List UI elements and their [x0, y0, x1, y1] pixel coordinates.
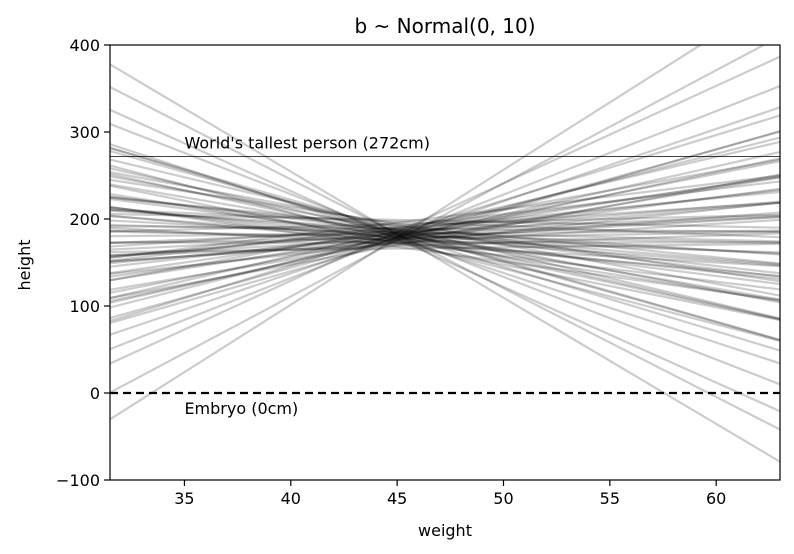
reference-label-1: Embryo (0cm)	[184, 399, 298, 418]
prior-line-11	[110, 205, 780, 302]
prior-line-59	[110, 55, 780, 365]
prior-line-32	[110, 214, 780, 245]
prior-line-54	[110, 106, 780, 336]
x-tick-label-4: 55	[600, 489, 620, 508]
prior-line-66	[110, 212, 780, 229]
y-tick-label-3: 200	[69, 210, 100, 229]
prior-line-19	[110, 209, 780, 256]
x-tick-label-0: 35	[174, 489, 194, 508]
prior-line-0	[110, 143, 780, 365]
prior-lines	[110, 45, 780, 463]
prior-line-50	[110, 140, 780, 300]
plot-frame	[109, 44, 781, 481]
x-tick-label-1: 40	[281, 489, 301, 508]
prior-line-22	[110, 208, 780, 239]
prior-line-69	[110, 147, 780, 341]
prior-line-72	[110, 150, 780, 304]
prior-line-40	[110, 201, 780, 275]
prior-line-48	[110, 160, 780, 294]
prior-line-52	[110, 130, 780, 320]
prior-line-9	[110, 192, 780, 303]
prior-line-20	[110, 226, 780, 268]
prior-line-15	[110, 196, 780, 265]
plot-background	[110, 45, 780, 480]
prior-line-36	[110, 211, 780, 263]
prior-line-74	[110, 218, 780, 263]
prior-line-71	[110, 167, 780, 321]
y-tick-label-2: 100	[69, 297, 100, 316]
prior-line-57	[110, 85, 780, 431]
prior-line-16	[110, 214, 780, 278]
y-axis-label: height	[15, 240, 34, 291]
prior-line-37	[110, 200, 780, 258]
prior-line-24	[110, 223, 780, 243]
prior-line-13	[110, 196, 780, 278]
prior-line-42	[110, 174, 780, 259]
prior-line-34	[110, 215, 780, 257]
prior-line-70	[110, 130, 780, 325]
prior-line-14	[110, 206, 780, 280]
prior-line-62	[110, 45, 703, 421]
prior-line-26	[110, 225, 780, 233]
prior-line-44	[110, 176, 780, 275]
prior-line-55	[110, 122, 780, 386]
prior-line-67	[110, 173, 780, 300]
prior-line-8	[110, 183, 780, 301]
prior-line-28	[110, 229, 780, 238]
prior-line-6	[110, 184, 780, 322]
prior-line-73	[110, 195, 780, 275]
prior-line-29	[110, 230, 780, 244]
x-tick-label-5: 60	[706, 489, 726, 508]
x-tick-label-3: 50	[493, 489, 513, 508]
prior-line-25	[110, 230, 780, 244]
prior-line-4	[110, 158, 780, 320]
prior-line-47	[110, 158, 780, 282]
x-axis: 35 40 45 50 55 60	[174, 480, 726, 508]
y-axis: −100 0 100 200 300 400	[56, 36, 110, 490]
chart-title: b ~ Normal(0, 10)	[354, 14, 535, 38]
prior-line-45	[110, 174, 780, 282]
y-tick-label-4: 300	[69, 123, 100, 142]
prior-line-51	[110, 136, 780, 309]
prior-line-31	[110, 232, 780, 257]
prior-line-35	[110, 201, 780, 248]
prior-line-33	[110, 215, 780, 251]
prior-line-38	[110, 201, 780, 265]
annotations: World's tallest person (272cm) Embryo (0c…	[184, 133, 430, 418]
prior-line-3	[110, 164, 780, 343]
prior-line-56	[110, 108, 780, 413]
prior-line-41	[110, 188, 780, 268]
prior-line-58	[110, 85, 780, 351]
prior-line-5	[110, 173, 780, 321]
prior-line-64	[110, 180, 780, 262]
prior-line-39	[110, 190, 780, 259]
prior-line-7	[110, 175, 780, 304]
prior-line-12	[110, 198, 780, 286]
prior-line-68	[110, 171, 780, 297]
prior-line-53	[110, 114, 780, 323]
prior-line-1	[110, 146, 780, 352]
prior-line-43	[110, 187, 780, 278]
prior-line-18	[110, 215, 780, 267]
prior-line-49	[110, 157, 780, 303]
reference-label-0: World's tallest person (272cm)	[184, 133, 430, 152]
prior-line-63	[110, 206, 780, 291]
prior-line-23	[110, 229, 780, 254]
prior-line-21	[110, 219, 780, 255]
prior-line-46	[110, 176, 780, 291]
y-tick-label-0: −100	[56, 471, 100, 490]
prior-line-60	[110, 45, 766, 394]
y-tick-label-1: 0	[90, 384, 100, 403]
x-tick-label-2: 45	[387, 489, 407, 508]
prior-line-61	[110, 63, 780, 463]
prior-line-30	[110, 213, 780, 233]
prior-line-17	[110, 208, 780, 266]
reference-lines	[110, 155, 780, 395]
x-axis-label: weight	[418, 521, 472, 540]
prior-line-2	[110, 149, 780, 342]
prior-line-10	[110, 178, 780, 283]
prior-line-65	[110, 242, 780, 254]
y-tick-label-5: 400	[69, 36, 100, 55]
